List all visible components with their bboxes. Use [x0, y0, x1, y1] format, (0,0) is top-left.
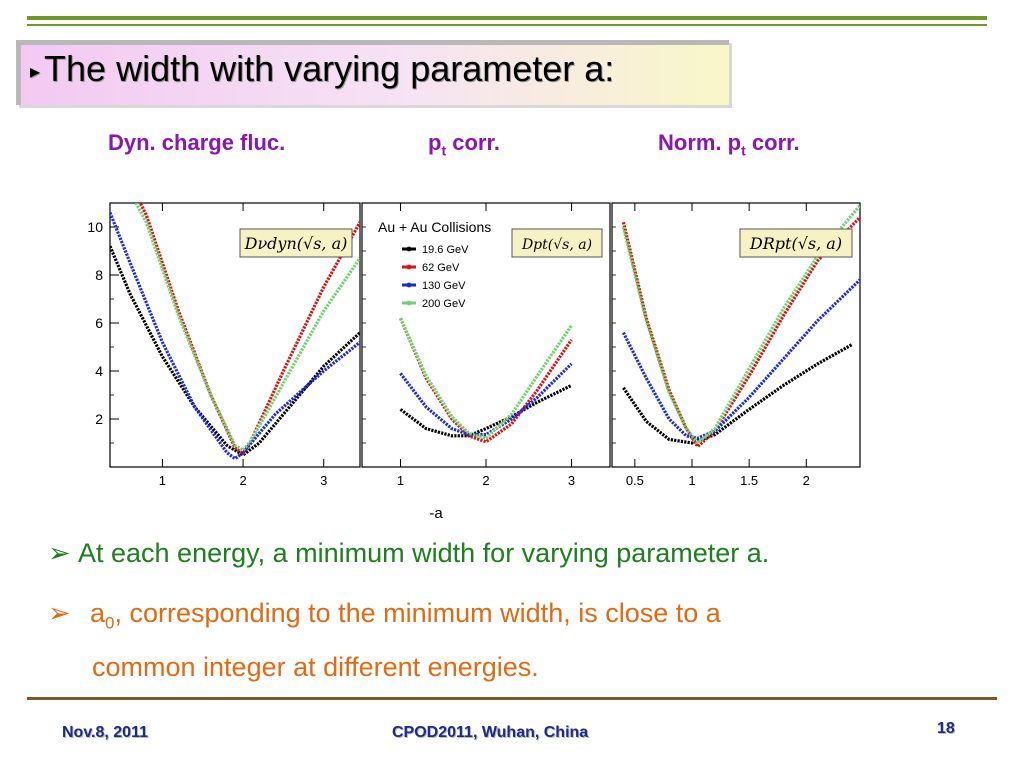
top-rule-thin [27, 24, 987, 26]
arrow-bullet-icon: ➢ [48, 598, 71, 628]
title-bullet-icon: ▸ [30, 60, 41, 83]
header-norm-rest: corr. [745, 130, 800, 155]
series-line-200-gev [621, 204, 860, 445]
legend-entry: 130 GeV [422, 280, 466, 292]
legend-marker [406, 282, 412, 288]
x-tick-label: 2 [803, 473, 810, 488]
header-pt-corr: pt corr. [428, 130, 500, 158]
series-line-130-gev [621, 278, 860, 440]
legend-marker [406, 264, 412, 270]
footer-rule [27, 697, 997, 700]
x-tick-label: 1 [688, 473, 695, 488]
slide-title: ▸ The width with varying parameter a: [30, 48, 614, 90]
bullet-2-var: a [90, 598, 106, 628]
series-line-19-6-gev [622, 343, 853, 445]
shared-x-axis-label: -a [429, 505, 443, 522]
legend-marker [406, 246, 412, 252]
y-tick-label: 2 [95, 411, 103, 427]
series-line-62-gev [621, 216, 860, 449]
slide-title-text: The width with varying parameter a: [44, 48, 615, 89]
header-pt-main: p [428, 130, 442, 155]
x-tick-label: 1 [397, 473, 404, 488]
x-tick-label: 3 [320, 473, 327, 488]
y-tick-label: 6 [95, 315, 103, 331]
series-line-19-6-gev [110, 245, 360, 457]
formula-label: Dpt(√s, a) [521, 237, 592, 253]
bullet-2: ➢ a0, corresponding to the minimum width,… [48, 598, 721, 633]
y-tick-label: 10 [87, 219, 103, 235]
x-tick-label: 2 [482, 473, 489, 488]
series-line-130-gev [110, 212, 360, 461]
x-tick-label: 1 [159, 473, 166, 488]
footer-venue: CPOD2011, Wuhan, China [392, 724, 589, 741]
page-number: 18 [937, 720, 955, 737]
formula-box [239, 228, 353, 258]
series-line-19-6-gev [399, 383, 573, 438]
bullet-1: ➢ At each energy, a minimum width for var… [48, 538, 769, 569]
legend-marker [406, 300, 412, 306]
bullet-1-text: At each energy, a minimum width for vary… [78, 538, 770, 568]
series-line-200-gev [134, 203, 360, 452]
header-dyn-charge: Dyn. charge fluc. [108, 130, 286, 155]
header-pt-rest: corr. [446, 130, 500, 155]
x-tick-label: 2 [239, 473, 246, 488]
legend-entry: 62 GeV [422, 262, 460, 274]
header-norm-sub: t [741, 142, 746, 159]
legend-entry: 19.6 GeV [422, 244, 469, 256]
legend-title: Au + Au Collisions [378, 219, 491, 235]
legend-entry: 200 GeV [422, 298, 466, 310]
top-rule-thick [27, 16, 987, 20]
x-tick-label: 3 [568, 473, 575, 488]
header-norm-main: Norm. p [658, 130, 742, 155]
title-box [16, 40, 729, 105]
formula-box [739, 228, 853, 258]
bullet-2-continuation: common integer at different energies. [92, 652, 539, 682]
header-pt-sub: t [441, 142, 447, 159]
x-tick-label: 1.5 [740, 473, 758, 488]
y-tick-label: 8 [95, 267, 103, 283]
footer-date: Nov.8, 2011 [62, 724, 148, 741]
y-tick-label: 4 [95, 363, 103, 379]
bullet-2-sub: 0 [105, 613, 115, 633]
bullet-2-text: , corresponding to the minimum width, is… [114, 598, 721, 628]
header-norm-pt-corr: Norm. pt corr. [658, 130, 800, 158]
formula-label: Dνdyn(√s, a) [244, 234, 348, 253]
formula-label: DRpt(√s, a) [749, 234, 842, 253]
formula-box [511, 228, 603, 258]
arrow-bullet-icon: ➢ [48, 538, 71, 568]
x-tick-label: 0.5 [626, 473, 644, 488]
series-line-62-gev [138, 203, 360, 456]
series-line-200-gev [399, 317, 573, 440]
